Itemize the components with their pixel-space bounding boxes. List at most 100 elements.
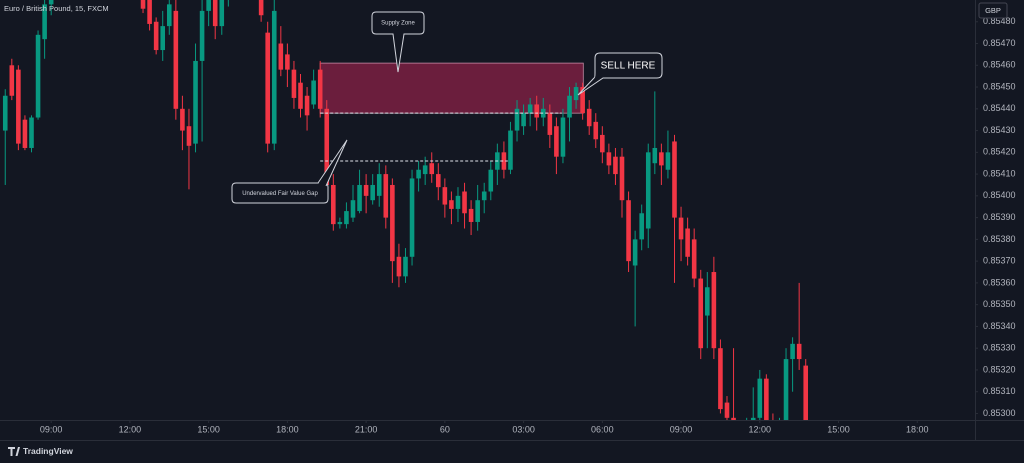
candle-body	[265, 32, 270, 144]
candle-body	[691, 239, 697, 279]
candle-body	[403, 256, 408, 277]
currency-box[interactable]	[978, 2, 1008, 19]
y-tick-label: 0.85370	[983, 256, 1016, 266]
x-tick-label: 12:00	[749, 424, 772, 434]
candle-body	[416, 169, 421, 179]
x-tick-label: 60	[440, 424, 450, 434]
y-tick-label: 0.85420	[983, 147, 1016, 157]
candle-body	[16, 69, 21, 144]
candle-body	[508, 130, 513, 170]
candle-body	[357, 184, 362, 212]
candle-body	[409, 178, 415, 257]
candle-body	[193, 60, 198, 144]
y-tick-label: 0.85480	[983, 16, 1016, 26]
candle-body	[258, 0, 264, 16]
candle-body	[140, 0, 146, 9]
candle-body	[632, 239, 638, 266]
candle-body	[698, 278, 704, 349]
candle-body	[271, 10, 277, 144]
candle-body	[166, 4, 172, 27]
candle-body	[317, 69, 323, 109]
supply-zone	[319, 62, 584, 114]
x-tick-label: 18:00	[906, 424, 929, 434]
candle-body	[554, 126, 559, 157]
y-tick-label: 0.85410	[983, 168, 1016, 178]
brand-name: TradingView	[23, 446, 73, 456]
candle-body	[783, 359, 789, 420]
candle-body	[468, 208, 474, 222]
candle-body	[560, 117, 566, 157]
candle-body	[619, 156, 625, 201]
candle-body	[462, 191, 467, 214]
candle-body	[2, 95, 8, 131]
axes: 0.85300 0.85310 0.85320 0.85330 0.85340 0.853…	[40, 16, 1016, 434]
y-tick-label: 0.85400	[983, 190, 1016, 200]
candle-body	[435, 174, 441, 188]
candle-body	[540, 108, 546, 118]
chart-title: Euro / British Pound, 15, FXCM	[4, 4, 109, 13]
callout-pointer	[317, 139, 348, 187]
candle-body	[449, 200, 454, 209]
y-tick-label: 0.85470	[983, 38, 1016, 48]
candle-body	[304, 95, 310, 116]
candle-body	[442, 187, 448, 205]
y-tick-label: 0.85340	[983, 321, 1016, 331]
candle-body	[731, 417, 736, 420]
candle-body	[160, 26, 166, 51]
candle-body	[488, 169, 494, 192]
candle-body	[527, 104, 533, 114]
currency-label: GBP	[985, 6, 1001, 15]
candle-body	[481, 191, 487, 201]
candle-body	[475, 200, 480, 222]
x-tick-label: 12:00	[119, 424, 142, 434]
y-tick-label: 0.85320	[983, 364, 1016, 374]
candle-body	[35, 34, 41, 118]
candle-body	[764, 378, 769, 420]
logo-icon	[8, 447, 20, 456]
x-tick-label: 03:00	[512, 424, 535, 434]
candle-body	[685, 228, 690, 257]
candle-body	[363, 184, 369, 196]
candle-body	[331, 184, 336, 225]
x-tick-label: 09:00	[40, 424, 63, 434]
candle-body	[350, 200, 356, 218]
candle-body	[199, 10, 205, 61]
y-tick-label: 0.85360	[983, 277, 1016, 287]
candle-body	[567, 95, 572, 118]
y-tick-label: 0.85390	[983, 212, 1016, 222]
candle-body	[593, 121, 599, 140]
candle-body	[48, 0, 54, 5]
candle-body	[534, 104, 540, 118]
x-tick-label: 21:00	[355, 424, 378, 434]
candle-body	[705, 287, 710, 316]
callout-shape	[371, 11, 425, 73]
candle-body	[455, 195, 461, 209]
candle-body	[186, 126, 192, 146]
candle-body	[514, 108, 520, 131]
candle-body	[724, 402, 730, 418]
callout-shape	[577, 52, 663, 96]
callout-shape	[231, 182, 329, 204]
candle-body	[147, 0, 152, 24]
candle-body	[429, 163, 435, 175]
candle-body	[298, 82, 303, 109]
candle-body	[521, 113, 526, 127]
candle-body	[219, 0, 225, 27]
candle-body	[376, 174, 382, 196]
y-tick-label: 0.85430	[983, 125, 1016, 135]
candle-body	[337, 221, 343, 225]
y-tick-label: 0.85460	[983, 60, 1016, 70]
candle-body	[586, 108, 592, 127]
candle-body	[711, 272, 717, 349]
candle-body	[344, 211, 349, 225]
y-tick-label: 0.85350	[983, 299, 1016, 309]
annotation: Supply Zone	[381, 21, 415, 27]
x-tick-label: 18:00	[276, 424, 299, 434]
candle-body	[370, 184, 375, 201]
candle-body	[173, 10, 179, 109]
y-tick-label: 0.85440	[983, 103, 1016, 113]
candle-body	[212, 0, 218, 27]
x-tick-label: 06:00	[591, 424, 614, 434]
candle-body	[29, 117, 34, 148]
